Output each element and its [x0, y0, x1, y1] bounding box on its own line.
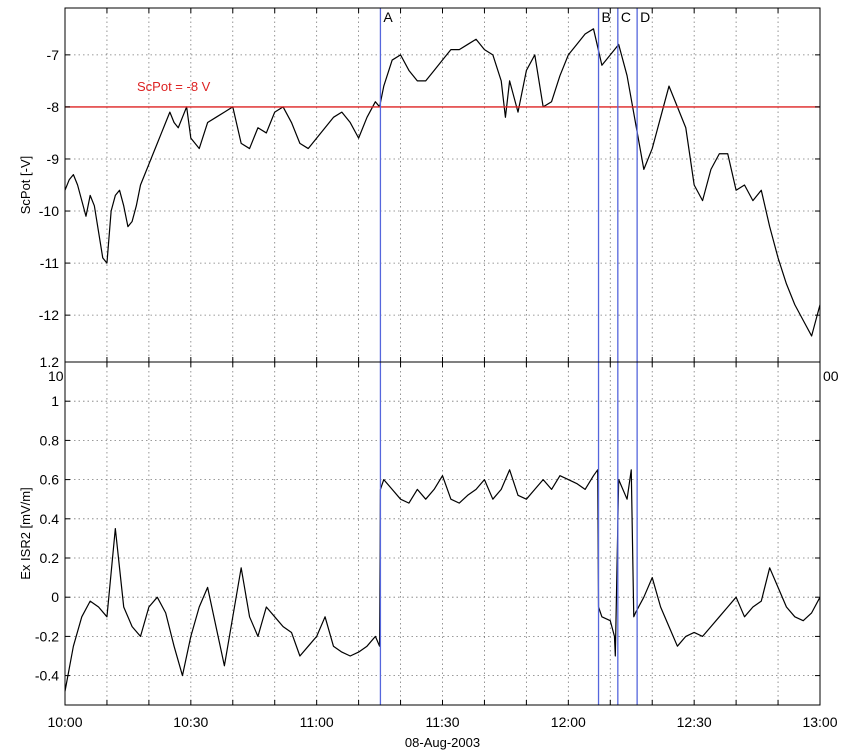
top-ytick-label: -7	[47, 47, 60, 63]
event-label-d: D	[640, 9, 650, 25]
clipped-xlabel-left: 10	[48, 368, 64, 384]
bottom-panel-frame	[64, 361, 821, 706]
bottom-series-0-line	[64, 469, 821, 692]
event-label-c: C	[621, 9, 631, 25]
xtick-label: 12:30	[677, 714, 712, 730]
frame-layer	[64, 7, 821, 706]
xlabel-date: 08-Aug-2003	[405, 735, 480, 750]
top-ytick-label: -8	[47, 99, 60, 115]
bottom-ylabel: Ex ISR2 [mV/m]	[18, 487, 33, 579]
xtick-label: 10:00	[47, 714, 82, 730]
bottom-ytick-label: 1	[51, 393, 59, 409]
bottom-ytick-label: 0.6	[40, 472, 60, 488]
top-ytick-label: -11	[40, 255, 59, 271]
event-layer	[379, 8, 638, 705]
bottom-ytick-label: 0	[51, 589, 59, 605]
event-label-a: A	[383, 9, 393, 25]
xtick-label: 12:00	[551, 714, 586, 730]
top-ytick-label: -9	[47, 151, 60, 167]
bottom-ytick-label: -0.4	[35, 668, 59, 684]
event-label-b: B	[602, 9, 611, 25]
top-series-0-line	[64, 28, 821, 337]
bottom-ytick-label: -0.2	[35, 628, 59, 644]
bottom-ytick-label: 0.4	[40, 511, 60, 527]
bottom-ytick-label: 1.2	[40, 354, 60, 370]
xtick-label: 11:00	[300, 714, 334, 730]
bottom-ytick-label: 0.8	[40, 432, 60, 448]
xtick-label: 11:30	[426, 714, 460, 730]
xtick-label: 13:00	[802, 714, 837, 730]
top-ylabel: ScPot [-V]	[18, 156, 33, 215]
bottom-ytick-label: 0.2	[40, 550, 60, 566]
top-ytick-label: -10	[39, 203, 59, 219]
label-layer: -7 -8 -9 -10 -11 -12 ScPot [-V] 1.2 1 0.8 0.6 0.4 0.…	[18, 9, 839, 750]
trace-layer	[64, 28, 821, 692]
reference-line-label: ScPot = -8 V	[137, 79, 211, 94]
top-ytick-label: -12	[39, 307, 59, 323]
clipped-xlabel-right: 00	[823, 368, 839, 384]
grid-layer	[65, 8, 820, 705]
xtick-label: 10:30	[173, 714, 208, 730]
